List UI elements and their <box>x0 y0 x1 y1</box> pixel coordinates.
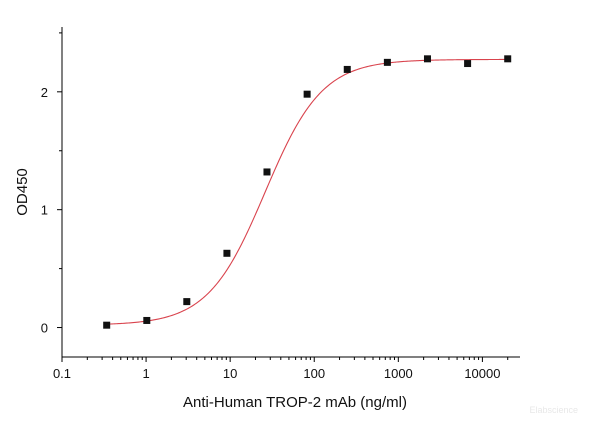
data-point <box>423 55 431 63</box>
y-tick-label: 2 <box>41 85 48 100</box>
data-point <box>223 249 231 257</box>
x-tick-label: 10000 <box>464 366 500 381</box>
y-axis: 0 1 2 OD450 <box>14 27 63 357</box>
data-point <box>383 58 391 66</box>
data-point <box>343 65 351 73</box>
fit-curve <box>106 58 508 325</box>
y-ticks: 0 1 2 <box>41 32 62 336</box>
data-point <box>504 55 512 63</box>
data-point <box>263 168 271 176</box>
data-point <box>143 316 151 324</box>
x-axis: 0.1 1 10 100 1000 10000 Anti-Human TROP-2 mAb… <box>53 356 520 411</box>
x-ticks: 0.1 1 10 100 1000 10000 <box>53 357 509 381</box>
x-tick-label: 1000 <box>384 366 413 381</box>
x-tick-label: 10 <box>223 366 237 381</box>
data-point <box>464 60 472 68</box>
y-tick-label: 1 <box>41 203 48 218</box>
watermark: Elabscience <box>529 405 578 415</box>
data-points <box>103 55 512 329</box>
x-tick-label: 1 <box>142 366 149 381</box>
y-axis-title: OD450 <box>14 168 31 216</box>
x-axis-title: Anti-Human TROP-2 mAb (ng/ml) <box>183 394 407 411</box>
x-tick-label: 100 <box>303 366 325 381</box>
data-point <box>303 90 311 98</box>
data-point <box>183 298 191 306</box>
y-tick-label: 0 <box>41 321 48 336</box>
x-tick-label: 0.1 <box>53 366 71 381</box>
data-point <box>103 321 111 329</box>
